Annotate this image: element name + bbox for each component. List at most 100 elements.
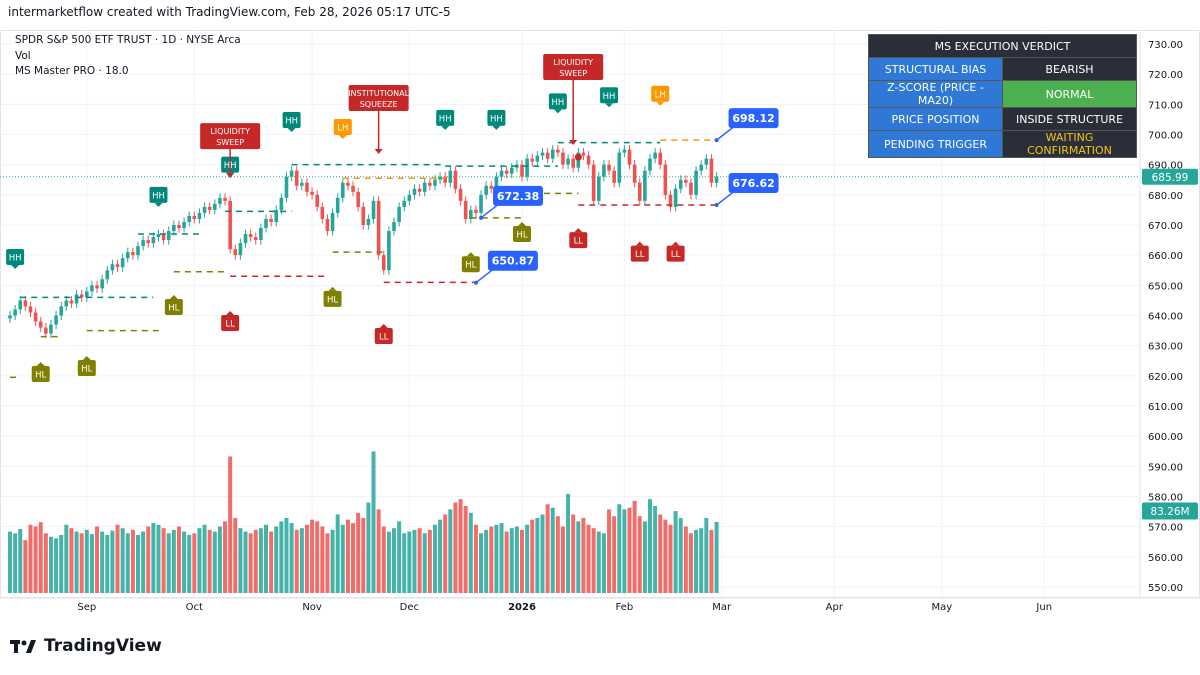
volume-bar xyxy=(54,538,59,593)
volume-indicator-label[interactable]: Vol xyxy=(15,49,31,62)
candle-body xyxy=(187,215,191,222)
candle-body xyxy=(540,152,545,156)
volume-bar xyxy=(412,529,417,593)
structure-label-box xyxy=(569,232,588,249)
y-tick-label: 620.00 xyxy=(1148,372,1183,383)
volume-bar xyxy=(171,529,176,593)
volume-bar xyxy=(468,512,473,593)
structure-label-pointer xyxy=(492,125,501,130)
structure-label-text: HH xyxy=(9,253,22,263)
candle-body xyxy=(433,179,437,186)
volume-bar xyxy=(202,524,207,593)
candle-body xyxy=(371,200,376,219)
y-tick-label: 730.00 xyxy=(1148,40,1183,51)
candle-body xyxy=(346,182,350,186)
candle-body xyxy=(458,188,463,201)
volume-bar xyxy=(699,528,704,593)
candle-body xyxy=(668,194,673,207)
volume-bar xyxy=(269,531,274,593)
volume-bar xyxy=(601,533,606,593)
structure-label-text: HH xyxy=(551,98,564,108)
candle-body xyxy=(571,158,575,168)
y-tick-label: 590.00 xyxy=(1148,462,1183,473)
candle-body xyxy=(504,170,509,174)
volume-bar xyxy=(535,517,540,593)
candle-body xyxy=(714,176,719,183)
volume-bar xyxy=(197,528,202,593)
structure-label-box xyxy=(548,93,567,110)
volume-bar xyxy=(463,505,468,593)
candle-body xyxy=(351,185,355,192)
structure-label-pointer xyxy=(154,202,163,207)
structure-label-text: HL xyxy=(35,371,46,381)
callout-price: 650.87 xyxy=(492,255,534,268)
structure-label-box xyxy=(600,87,619,104)
volume-bar xyxy=(182,531,187,593)
volume-bar xyxy=(110,530,115,593)
candle-body xyxy=(376,200,381,256)
candle-body xyxy=(115,264,120,268)
volume-bar xyxy=(576,521,581,593)
volume-bar xyxy=(361,517,366,593)
ms-indicator-label[interactable]: MS Master PRO · 18.0 xyxy=(15,65,129,77)
volume-bar xyxy=(489,526,494,593)
structure-label-box xyxy=(282,112,301,129)
verdict-key: PRICE POSITION xyxy=(868,107,1003,131)
y-tick-label: 560.00 xyxy=(1148,553,1183,564)
structure-label-text: LL xyxy=(225,320,235,330)
candle-body xyxy=(489,185,494,189)
callout-price: 698.12 xyxy=(732,112,774,125)
structure-label-pointer xyxy=(441,125,450,130)
candle-body xyxy=(397,206,401,222)
volume-bar xyxy=(612,516,617,593)
volume-bar xyxy=(632,500,637,593)
candle-body xyxy=(8,315,12,319)
volume-bar xyxy=(653,505,658,593)
candle-body xyxy=(428,182,432,186)
candle-body xyxy=(125,252,130,259)
candle-body xyxy=(637,182,642,201)
volume-bar xyxy=(146,526,151,593)
volume-bar xyxy=(289,523,294,593)
candle-body xyxy=(207,206,212,210)
candle-body xyxy=(709,158,714,183)
event-label-text: INSTITUTIONAL xyxy=(348,89,409,98)
volume-bar xyxy=(678,517,683,593)
structure-label-text: HH xyxy=(285,117,298,127)
structure-label-box xyxy=(374,328,393,345)
volume-bar xyxy=(530,519,535,593)
volume-bar xyxy=(38,522,43,593)
last-price-value: 685.99 xyxy=(1152,172,1189,184)
verdict-title: MS EXECUTION VERDICT xyxy=(868,34,1137,58)
volume-bar xyxy=(59,534,64,593)
volume-bar xyxy=(28,524,33,593)
volume-bar xyxy=(709,529,714,593)
volume-bar xyxy=(545,504,550,593)
candle-body xyxy=(387,231,391,271)
volume-bar xyxy=(402,533,407,593)
y-tick-label: 690.00 xyxy=(1148,161,1183,172)
volume-bar xyxy=(658,514,663,593)
callout-pointer xyxy=(480,203,500,219)
callout-anchor xyxy=(714,203,719,208)
structure-label-text: HL xyxy=(327,295,338,305)
volume-bar xyxy=(325,533,330,593)
volume-bar xyxy=(156,524,161,593)
candle-body xyxy=(361,206,366,226)
volume-bar xyxy=(668,524,673,593)
candle-body xyxy=(622,149,627,153)
volume-bar xyxy=(33,526,38,593)
volume-bar xyxy=(642,521,647,593)
y-tick-label: 640.00 xyxy=(1148,312,1183,323)
candle-body xyxy=(69,300,74,304)
symbol-title[interactable]: SPDR S&P 500 ETF TRUST · 1D · NYSE Arca xyxy=(15,34,241,46)
volume-bar xyxy=(335,514,340,593)
candle-body xyxy=(591,164,596,201)
volume-bar xyxy=(23,540,28,593)
candle-body xyxy=(79,294,84,298)
volume-bar xyxy=(315,521,320,593)
volume-bar xyxy=(607,509,612,593)
structure-label-text: LL xyxy=(574,237,584,247)
tradingview-logo[interactable]: TradingView xyxy=(10,636,162,656)
